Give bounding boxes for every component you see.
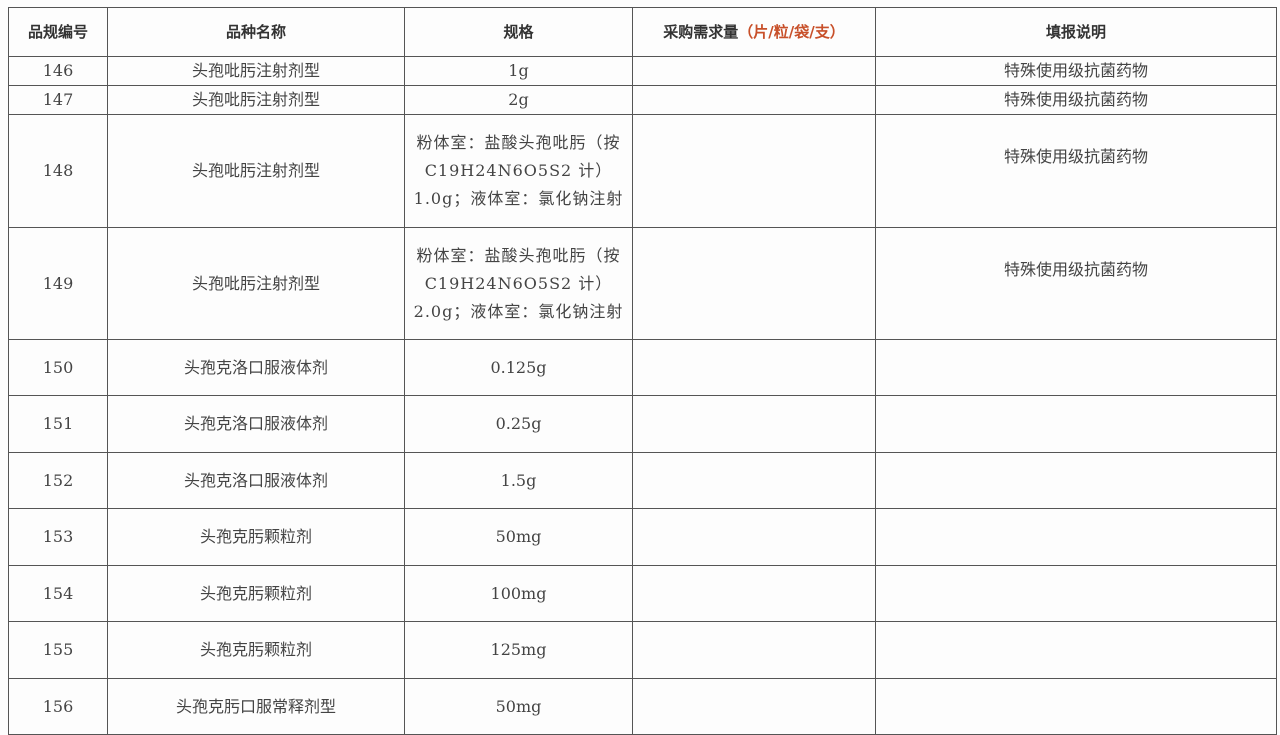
row-demand-cell[interactable] (632, 56, 876, 86)
row-name: 头孢吡肟注射剂型 (107, 227, 405, 340)
row-note (875, 621, 1277, 679)
row-name: 头孢克洛口服液体剂 (107, 452, 405, 509)
table-row: 153 头孢克肟颗粒剂 50mg (8, 508, 1277, 566)
row-id: 155 (8, 621, 108, 679)
row-spec: 粉体室：盐酸头孢吡肟（按 C19H24N6O5S2 计）1.0g；液体室：氯化钠… (404, 114, 633, 228)
row-demand-cell[interactable] (632, 227, 876, 340)
row-id: 148 (8, 114, 108, 228)
row-demand-cell[interactable] (632, 452, 876, 509)
row-spec: 粉体室：盐酸头孢吡肟（按 C19H24N6O5S2 计）2.0g；液体室：氯化钠… (404, 227, 633, 340)
row-id: 154 (8, 565, 108, 622)
row-note (875, 565, 1277, 622)
row-spec: 50mg (404, 508, 633, 566)
row-spec: 0.25g (404, 395, 633, 453)
row-spec: 50mg (404, 678, 633, 735)
row-spec: 100mg (404, 565, 633, 622)
row-id: 152 (8, 452, 108, 509)
row-name: 头孢克洛口服液体剂 (107, 339, 405, 396)
table-row: 149 头孢吡肟注射剂型 粉体室：盐酸头孢吡肟（按 C19H24N6O5S2 计）2… (8, 227, 1277, 340)
row-spec: 2g (404, 85, 633, 115)
header-id: 品规编号 (8, 7, 108, 57)
row-note (875, 508, 1277, 566)
header-spec: 规格 (404, 7, 633, 57)
row-note: 特殊使用级抗菌药物 (875, 56, 1277, 86)
row-name: 头孢克洛口服液体剂 (107, 395, 405, 453)
row-id: 150 (8, 339, 108, 396)
row-name: 头孢克肟颗粒剂 (107, 508, 405, 566)
drug-demand-table: 品规编号 品种名称 规格 采购需求量（片/粒/袋/支） 填报说明 146 头孢吡肟… (8, 7, 1277, 735)
row-demand-cell[interactable] (632, 621, 876, 679)
row-note (875, 678, 1277, 735)
row-name: 头孢吡肟注射剂型 (107, 56, 405, 86)
table-row: 148 头孢吡肟注射剂型 粉体室：盐酸头孢吡肟（按 C19H24N6O5S2 计）1… (8, 114, 1277, 228)
header-demand: 采购需求量（片/粒/袋/支） (632, 7, 876, 57)
row-id: 156 (8, 678, 108, 735)
table-row: 156 头孢克肟口服常释剂型 50mg (8, 678, 1277, 735)
row-name: 头孢克肟颗粒剂 (107, 565, 405, 622)
table-row: 147 头孢吡肟注射剂型 2g 特殊使用级抗菌药物 (8, 85, 1277, 115)
header-demand-unit: （片/粒/袋/支） (738, 23, 845, 41)
table-row: 146 头孢吡肟注射剂型 1g 特殊使用级抗菌药物 (8, 56, 1277, 86)
row-demand-cell[interactable] (632, 565, 876, 622)
row-id: 146 (8, 56, 108, 86)
row-id: 153 (8, 508, 108, 566)
table-row: 155 头孢克肟颗粒剂 125mg (8, 621, 1277, 679)
row-demand-cell[interactable] (632, 85, 876, 115)
header-note: 填报说明 (875, 7, 1277, 57)
row-id: 149 (8, 227, 108, 340)
row-note (875, 395, 1277, 453)
table-row: 151 头孢克洛口服液体剂 0.25g (8, 395, 1277, 453)
row-id: 147 (8, 85, 108, 115)
row-note: 特殊使用级抗菌药物 (875, 114, 1277, 228)
row-id: 151 (8, 395, 108, 453)
row-note (875, 339, 1277, 396)
row-spec: 0.125g (404, 339, 633, 396)
header-name: 品种名称 (107, 7, 405, 57)
row-spec: 1g (404, 56, 633, 86)
row-spec: 1.5g (404, 452, 633, 509)
row-demand-cell[interactable] (632, 395, 876, 453)
header-row: 品规编号 品种名称 规格 采购需求量（片/粒/袋/支） 填报说明 (8, 7, 1277, 57)
header-demand-label: 采购需求量 (663, 23, 739, 41)
row-demand-cell[interactable] (632, 114, 876, 228)
row-demand-cell[interactable] (632, 339, 876, 396)
table-row: 154 头孢克肟颗粒剂 100mg (8, 565, 1277, 622)
row-name: 头孢吡肟注射剂型 (107, 114, 405, 228)
table-row: 152 头孢克洛口服液体剂 1.5g (8, 452, 1277, 509)
row-demand-cell[interactable] (632, 678, 876, 735)
row-name: 头孢吡肟注射剂型 (107, 85, 405, 115)
row-note: 特殊使用级抗菌药物 (875, 227, 1277, 340)
row-name: 头孢克肟颗粒剂 (107, 621, 405, 679)
row-spec: 125mg (404, 621, 633, 679)
row-note: 特殊使用级抗菌药物 (875, 85, 1277, 115)
table-row: 150 头孢克洛口服液体剂 0.125g (8, 339, 1277, 396)
row-name: 头孢克肟口服常释剂型 (107, 678, 405, 735)
row-demand-cell[interactable] (632, 508, 876, 566)
row-note (875, 452, 1277, 509)
